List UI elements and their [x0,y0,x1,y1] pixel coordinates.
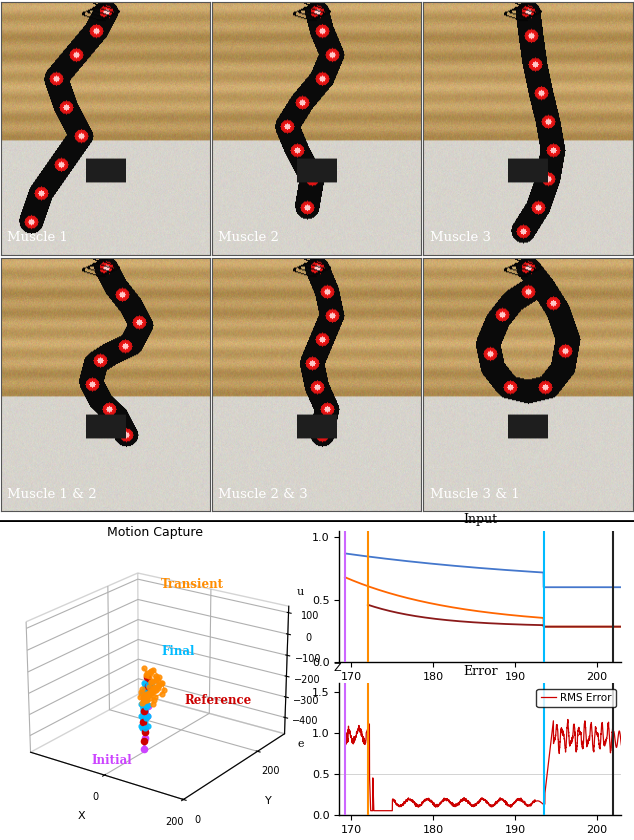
Legend: RMS Error: RMS Error [536,689,616,707]
Text: Muscle 3: Muscle 3 [430,231,491,244]
Text: Final: Final [161,644,195,658]
Y-axis label: e: e [297,739,304,749]
Text: Muscle 3 & 1: Muscle 3 & 1 [430,487,519,501]
X-axis label: Time [s]: Time [s] [457,688,503,697]
Text: Muscle 1 & 2: Muscle 1 & 2 [7,487,96,501]
Text: Muscle 2: Muscle 2 [218,231,279,244]
Y-axis label: u: u [297,586,304,596]
Title: Motion Capture: Motion Capture [107,527,204,539]
Text: Reference: Reference [184,694,252,706]
X-axis label: X: X [77,811,85,821]
Text: Transient: Transient [161,578,224,591]
Title: Error: Error [463,665,498,678]
Title: Input: Input [463,512,497,526]
Y-axis label: Y: Y [265,795,272,806]
Text: Initial: Initial [92,754,133,767]
Text: Muscle 2 & 3: Muscle 2 & 3 [218,487,308,501]
Text: Muscle 1: Muscle 1 [7,231,68,244]
